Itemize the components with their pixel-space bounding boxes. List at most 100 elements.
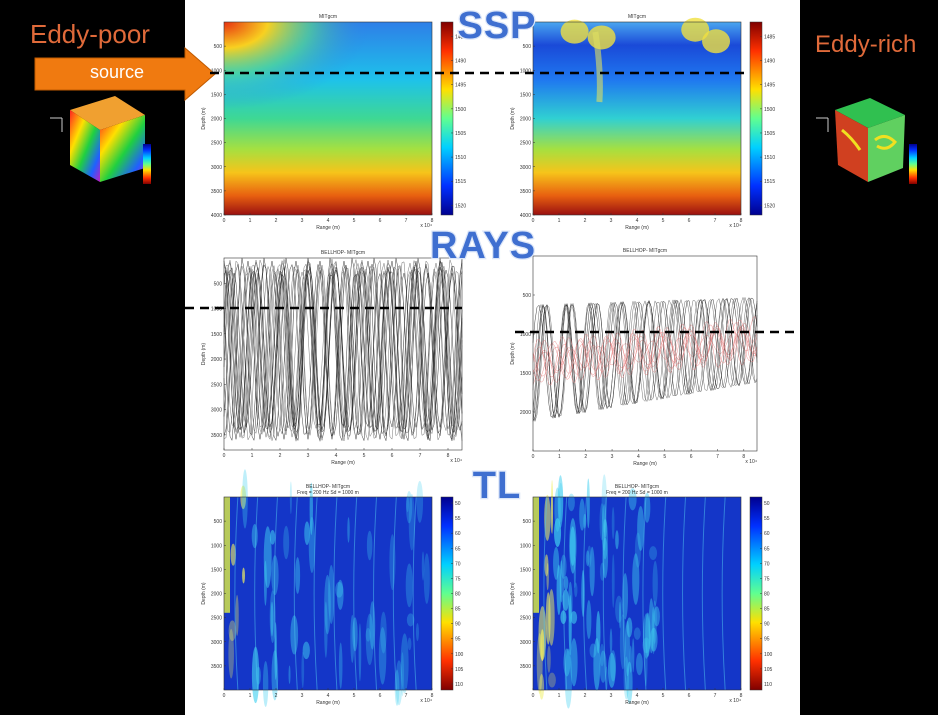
- colorbar: [749, 21, 763, 216]
- x-tick-label: 7: [714, 693, 717, 699]
- section-label: TL: [473, 465, 521, 507]
- colorbar-tick-label: 1520: [764, 203, 775, 209]
- field-streak: [564, 648, 573, 709]
- x-tick-label: 2: [279, 453, 282, 459]
- y-tick-label: 1000: [520, 332, 531, 338]
- colorbar-tick-label: 110: [764, 682, 772, 688]
- x-tick-label: 5: [353, 218, 356, 224]
- x-axis-label: Range (m): [633, 461, 657, 467]
- field-streak: [633, 627, 641, 640]
- field-streak: [637, 505, 645, 551]
- y-tick-label: 3500: [211, 664, 222, 670]
- field-arc: [682, 496, 687, 691]
- x-tick-label: 0: [532, 218, 535, 224]
- x-axis-label: Range (m): [316, 700, 340, 706]
- ray: [532, 296, 758, 422]
- field-streak: [350, 614, 355, 663]
- field-streak: [365, 627, 371, 642]
- colorbar-tick-label: 110: [455, 682, 463, 688]
- cube-icon-right: [816, 98, 917, 184]
- field-streak: [622, 573, 629, 620]
- field-streak: [632, 638, 635, 673]
- ray: [223, 272, 463, 428]
- y-axis-label: Depth (m): [201, 343, 207, 366]
- colorbar-tick-label: 75: [764, 576, 770, 582]
- field-streak: [611, 554, 615, 608]
- field-streak: [324, 601, 328, 658]
- colorbar-tick-label: 70: [455, 561, 461, 567]
- field-streak: [652, 560, 658, 606]
- x-tick-label: 7: [419, 453, 422, 459]
- field-streak: [251, 523, 258, 549]
- x-tick-label: 4: [636, 693, 639, 699]
- field-streak: [586, 599, 592, 640]
- x-tick-label: 5: [662, 218, 665, 224]
- field: [224, 497, 432, 690]
- x-tick-label: 8: [431, 218, 434, 224]
- field-arc: [313, 496, 318, 691]
- x-tick-label: 2: [584, 454, 587, 460]
- field-streak: [270, 601, 274, 637]
- x-tick-label: 4: [636, 218, 639, 224]
- x-tick-label: 4: [637, 454, 640, 460]
- x-tick-label: 8: [740, 218, 743, 224]
- field-streak: [304, 521, 310, 545]
- field-streak: [290, 615, 299, 655]
- colorbar-tick-label: 1520: [455, 203, 466, 209]
- field-streak: [648, 598, 654, 654]
- field-streak: [328, 564, 335, 624]
- y-tick-label: 500: [214, 44, 223, 50]
- colorbar-tick-label: 105: [764, 667, 773, 673]
- x-tick-label: 8: [431, 693, 434, 699]
- x-tick-label: 5: [662, 693, 665, 699]
- colorbar-tick-label: 1510: [455, 155, 466, 161]
- ray: [532, 316, 758, 386]
- x-tick-label: 7: [716, 454, 719, 460]
- y-tick-label: 500: [523, 44, 532, 50]
- y-tick-label: 2500: [211, 141, 222, 147]
- x-tick-label: 1: [251, 453, 254, 459]
- x-tick-label: 7: [714, 218, 717, 224]
- x-tick-label: 3: [610, 218, 613, 224]
- x-tick-label: 8: [447, 453, 450, 459]
- source-arrow: [34, 46, 216, 102]
- x-tick-label: 0: [223, 693, 226, 699]
- y-tick-label: 500: [214, 519, 223, 525]
- field-streak: [324, 574, 331, 635]
- field-streak: [406, 613, 415, 627]
- x-tick-label: 8: [740, 693, 743, 699]
- field-streak: [347, 517, 350, 543]
- field-arc: [412, 496, 417, 691]
- colorbar-tick-label: 70: [764, 561, 770, 567]
- field-streak: [550, 495, 553, 534]
- y-tick-label: 2000: [211, 592, 222, 598]
- field-plume: [592, 31, 603, 103]
- field-streak: [599, 643, 605, 667]
- field-streak: [554, 518, 562, 547]
- field-streak: [629, 645, 632, 673]
- colorbar-tick-label: 1490: [455, 59, 466, 65]
- field-streak: [589, 643, 597, 658]
- ray: [223, 266, 463, 434]
- colorbar-tick-label: 1495: [455, 83, 466, 89]
- ray: [532, 298, 758, 418]
- x-axis-exponent: x 10⁴: [745, 459, 757, 465]
- field-streak: [406, 496, 410, 513]
- right-label: Eddy-rich: [815, 31, 916, 58]
- field-streak: [539, 673, 545, 700]
- field-streak: [651, 606, 656, 655]
- field-streak: [262, 660, 269, 707]
- x-tick-label: 7: [405, 218, 408, 224]
- x-tick-label: 5: [363, 453, 366, 459]
- y-axis-label: Depth (m): [510, 342, 516, 365]
- field-streak: [309, 482, 313, 535]
- field-streak: [587, 545, 592, 568]
- colorbar-tick-label: 80: [764, 592, 770, 598]
- x-tick-label: 3: [307, 453, 310, 459]
- field-arc: [254, 496, 259, 691]
- colorbar-tick-label: 90: [764, 622, 770, 628]
- colorbar-tick-label: 105: [455, 667, 464, 673]
- x-axis-exponent: x 10⁴: [450, 458, 462, 464]
- field-arc: [582, 496, 587, 691]
